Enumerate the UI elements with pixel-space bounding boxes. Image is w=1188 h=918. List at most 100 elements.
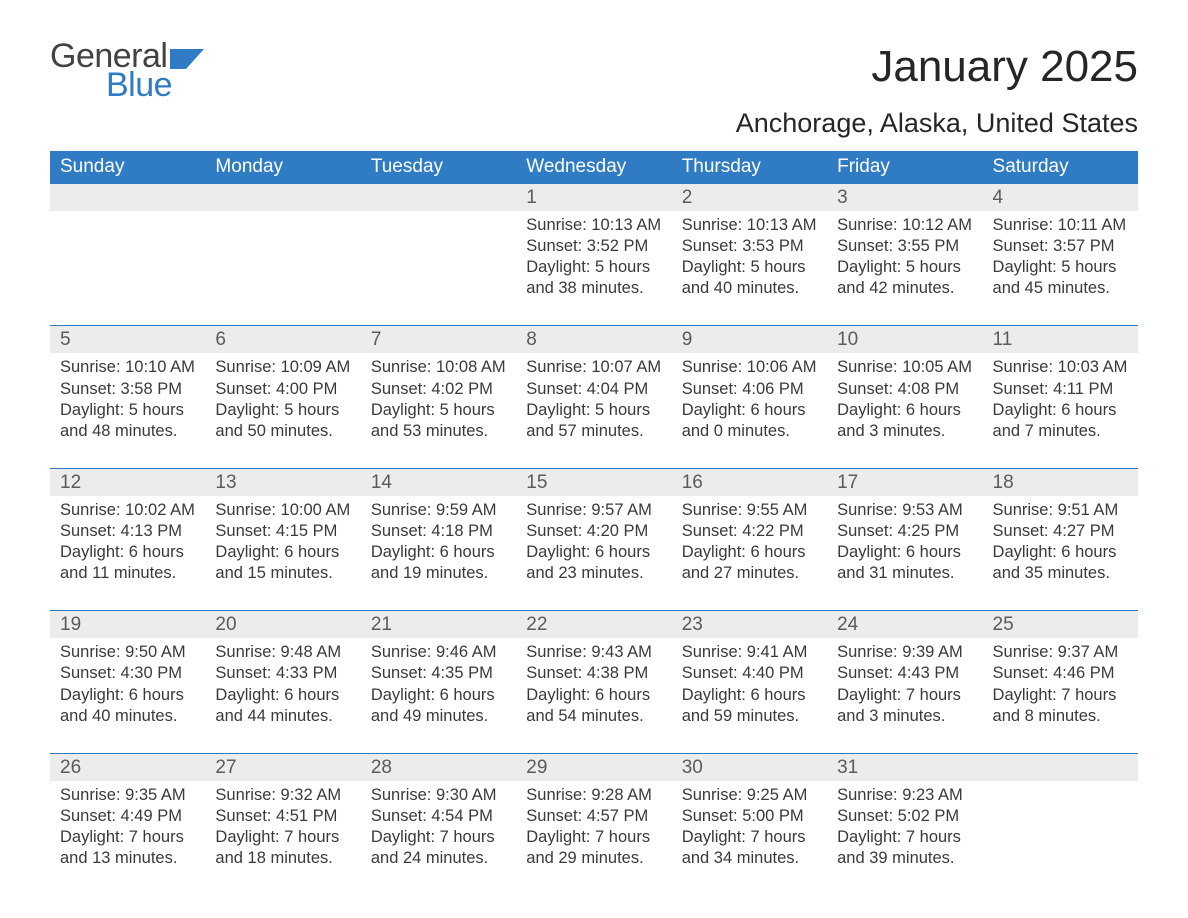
day-details: Sunrise: 10:05 AMSunset: 4:08 PMDaylight… xyxy=(827,353,982,441)
weekday-header: Friday xyxy=(827,151,982,184)
daylight-line2: and 19 minutes. xyxy=(371,563,506,584)
calendar-day: 7Sunrise: 10:08 AMSunset: 4:02 PMDayligh… xyxy=(361,326,516,468)
calendar-day: 6Sunrise: 10:09 AMSunset: 4:00 PMDayligh… xyxy=(205,326,360,468)
day-details: Sunrise: 9:50 AMSunset: 4:30 PMDaylight:… xyxy=(50,638,205,726)
sunrise-line: Sunrise: 9:28 AM xyxy=(526,785,661,806)
sunrise-line: Sunrise: 10:05 AM xyxy=(837,357,972,378)
sunset-line: Sunset: 4:27 PM xyxy=(993,521,1128,542)
day-number xyxy=(983,754,1138,781)
day-number xyxy=(361,184,516,211)
sunset-line: Sunset: 5:02 PM xyxy=(837,806,972,827)
day-number: 12 xyxy=(50,469,205,496)
sunrise-line: Sunrise: 10:10 AM xyxy=(60,357,195,378)
day-number: 3 xyxy=(827,184,982,211)
daylight-line2: and 40 minutes. xyxy=(682,278,817,299)
daylight-line2: and 31 minutes. xyxy=(837,563,972,584)
day-details: Sunrise: 9:59 AMSunset: 4:18 PMDaylight:… xyxy=(361,496,516,584)
daylight-line1: Daylight: 7 hours xyxy=(993,685,1128,706)
sunrise-line: Sunrise: 9:32 AM xyxy=(215,785,350,806)
sunrise-line: Sunrise: 9:55 AM xyxy=(682,500,817,521)
weekday-header: Thursday xyxy=(672,151,827,184)
daylight-line1: Daylight: 6 hours xyxy=(215,542,350,563)
day-details: Sunrise: 9:32 AMSunset: 4:51 PMDaylight:… xyxy=(205,781,360,869)
sunrise-line: Sunrise: 9:25 AM xyxy=(682,785,817,806)
daylight-line1: Daylight: 6 hours xyxy=(837,542,972,563)
calendar-day: 15Sunrise: 9:57 AMSunset: 4:20 PMDayligh… xyxy=(516,468,671,610)
sunrise-line: Sunrise: 9:30 AM xyxy=(371,785,506,806)
calendar-day: 28Sunrise: 9:30 AMSunset: 4:54 PMDayligh… xyxy=(361,753,516,895)
day-number: 16 xyxy=(672,469,827,496)
day-number: 19 xyxy=(50,611,205,638)
day-details: Sunrise: 9:51 AMSunset: 4:27 PMDaylight:… xyxy=(983,496,1138,584)
day-number: 22 xyxy=(516,611,671,638)
calendar-day: 19Sunrise: 9:50 AMSunset: 4:30 PMDayligh… xyxy=(50,611,205,753)
sunset-line: Sunset: 4:00 PM xyxy=(215,379,350,400)
sunset-line: Sunset: 3:58 PM xyxy=(60,379,195,400)
calendar-day-empty xyxy=(50,184,205,326)
day-details: Sunrise: 10:07 AMSunset: 4:04 PMDaylight… xyxy=(516,353,671,441)
daylight-line1: Daylight: 7 hours xyxy=(837,685,972,706)
day-details: Sunrise: 9:23 AMSunset: 5:02 PMDaylight:… xyxy=(827,781,982,869)
calendar-week: 5 Sunrise: 10:10 AMSunset: 3:58 PM Dayligh… xyxy=(50,326,1138,468)
daylight-line2: and 24 minutes. xyxy=(371,848,506,869)
daylight-line1: Daylight: 5 hours xyxy=(371,400,506,421)
daylight-line2: and 18 minutes. xyxy=(215,848,350,869)
daylight-line2: and 40 minutes. xyxy=(60,706,195,727)
calendar-day: 13Sunrise: 10:00 AMSunset: 4:15 PMDaylig… xyxy=(205,468,360,610)
day-number: 26 xyxy=(50,754,205,781)
sunrise-line: Sunrise: 10:12 AM xyxy=(837,215,972,236)
sunset-line: Sunset: 5:00 PM xyxy=(682,806,817,827)
daylight-line2: and 3 minutes. xyxy=(837,706,972,727)
sunrise-line: Sunrise: 9:48 AM xyxy=(215,642,350,663)
day-details: Sunrise: 10:06 AMSunset: 4:06 PMDaylight… xyxy=(672,353,827,441)
day-number: 8 xyxy=(516,326,671,353)
day-number: 24 xyxy=(827,611,982,638)
daylight-line1: Daylight: 5 hours xyxy=(526,257,661,278)
daylight-line2: and 48 minutes. xyxy=(60,421,195,442)
day-number xyxy=(205,184,360,211)
day-details: Sunrise: 9:57 AMSunset: 4:20 PMDaylight:… xyxy=(516,496,671,584)
day-details: Sunrise: 9:46 AMSunset: 4:35 PMDaylight:… xyxy=(361,638,516,726)
calendar-table: SundayMondayTuesdayWednesdayThursdayFrid… xyxy=(50,151,1138,895)
day-number: 23 xyxy=(672,611,827,638)
daylight-line1: Daylight: 5 hours xyxy=(526,400,661,421)
day-details: Sunrise: 9:37 AMSunset: 4:46 PMDaylight:… xyxy=(983,638,1138,726)
daylight-line2: and 50 minutes. xyxy=(215,421,350,442)
daylight-line1: Daylight: 6 hours xyxy=(526,685,661,706)
calendar-day: 23Sunrise: 9:41 AMSunset: 4:40 PMDayligh… xyxy=(672,611,827,753)
day-details: Sunrise: 10:03 AMSunset: 4:11 PMDaylight… xyxy=(983,353,1138,441)
daylight-line2: and 53 minutes. xyxy=(371,421,506,442)
daylight-line2: and 8 minutes. xyxy=(993,706,1128,727)
daylight-line1: Daylight: 6 hours xyxy=(526,542,661,563)
sunset-line: Sunset: 4:43 PM xyxy=(837,663,972,684)
calendar-day: 25Sunrise: 9:37 AMSunset: 4:46 PMDayligh… xyxy=(983,611,1138,753)
daylight-line2: and 27 minutes. xyxy=(682,563,817,584)
daylight-line2: and 57 minutes. xyxy=(526,421,661,442)
day-details: Sunrise: 9:30 AMSunset: 4:54 PMDaylight:… xyxy=(361,781,516,869)
calendar-day: 14Sunrise: 9:59 AMSunset: 4:18 PMDayligh… xyxy=(361,468,516,610)
weekday-header: Monday xyxy=(205,151,360,184)
sunset-line: Sunset: 4:13 PM xyxy=(60,521,195,542)
daylight-line1: Daylight: 7 hours xyxy=(215,827,350,848)
daylight-line1: Daylight: 6 hours xyxy=(60,685,195,706)
day-number: 5 xyxy=(50,326,205,353)
daylight-line2: and 35 minutes. xyxy=(993,563,1128,584)
sunset-line: Sunset: 4:30 PM xyxy=(60,663,195,684)
day-details: Sunrise: 9:55 AMSunset: 4:22 PMDaylight:… xyxy=(672,496,827,584)
sunrise-line: Sunrise: 9:46 AM xyxy=(371,642,506,663)
sunrise-line: Sunrise: 9:41 AM xyxy=(682,642,817,663)
sunrise-line: Sunrise: 9:51 AM xyxy=(993,500,1128,521)
calendar-day: 24 Sunrise: 9:39 AMSunset: 4:43 PMDayligh… xyxy=(827,611,982,753)
day-number xyxy=(50,184,205,211)
sunrise-line: Sunrise: 10:03 AM xyxy=(993,357,1128,378)
daylight-line1: Daylight: 6 hours xyxy=(993,542,1128,563)
day-number: 21 xyxy=(361,611,516,638)
calendar-day: 26Sunrise: 9:35 AMSunset: 4:49 PMDayligh… xyxy=(50,753,205,895)
daylight-line2: and 34 minutes. xyxy=(682,848,817,869)
daylight-line1: Daylight: 6 hours xyxy=(682,542,817,563)
sunrise-line: Sunrise: 9:23 AM xyxy=(837,785,972,806)
day-details: Sunrise: 10:09 AMSunset: 4:00 PMDaylight… xyxy=(205,353,360,441)
sunrise-line: Sunrise: 9:39 AM xyxy=(837,642,972,663)
day-number: 14 xyxy=(361,469,516,496)
daylight-line2: and 23 minutes. xyxy=(526,563,661,584)
